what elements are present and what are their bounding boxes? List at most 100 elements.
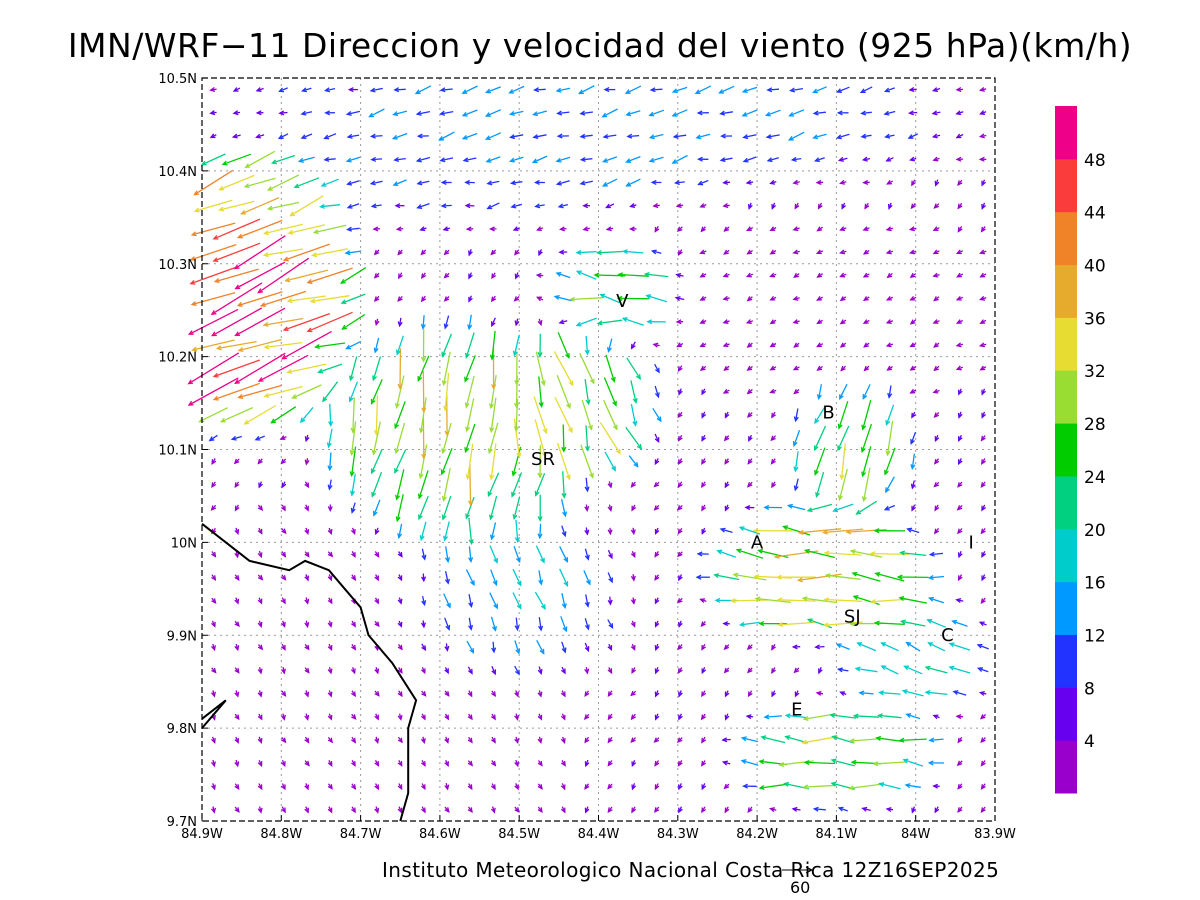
wind-vector-shaft	[312, 248, 349, 257]
wind-vector-head	[563, 557, 568, 563]
wind-vector-head	[444, 784, 450, 791]
wind-vector-head	[630, 621, 636, 628]
wind-vector-head	[234, 807, 240, 813]
wind-vector-head	[909, 388, 916, 394]
wind-vector-shaft	[652, 407, 662, 422]
wind-vector-shaft	[906, 713, 921, 720]
wind-vector-head	[924, 689, 931, 696]
wind-vector-head	[885, 806, 892, 813]
wind-vector-shaft	[351, 502, 356, 513]
wind-vector-shaft	[859, 692, 874, 695]
wind-vector-head	[630, 645, 636, 651]
wind-vector-shaft	[490, 522, 497, 540]
wind-vector-head	[714, 597, 721, 603]
wind-vector-shaft	[561, 525, 566, 537]
wind-vector-head	[792, 226, 799, 232]
wind-vector-shaft	[557, 111, 570, 115]
wind-vector-head	[676, 737, 683, 743]
wind-vector-shaft	[649, 109, 665, 117]
wind-vector-head	[955, 597, 962, 604]
wind-vector-head	[281, 575, 287, 581]
wind-vector-shaft	[261, 290, 307, 307]
wind-vector-head	[351, 644, 357, 651]
wind-vector-shaft	[465, 496, 475, 519]
wind-vector-head	[210, 761, 216, 768]
wind-vector-head	[327, 575, 333, 582]
wind-vector-shaft	[244, 177, 276, 188]
wind-vector-head	[788, 111, 795, 117]
wind-vector-head	[534, 179, 540, 185]
wind-vector-head	[218, 185, 225, 191]
wind-vector-shaft	[623, 250, 644, 254]
wind-vector-head	[979, 319, 986, 325]
wind-vector-head	[493, 557, 498, 564]
wind-vector-head	[677, 644, 683, 651]
wind-vector-head	[440, 179, 447, 185]
wind-vector-head	[230, 435, 237, 441]
wind-vector-head	[286, 369, 293, 375]
wind-vector-head	[607, 760, 613, 767]
wind-vector-head	[234, 482, 240, 489]
color-bar-label: 48	[1084, 151, 1106, 171]
wind-vector-head	[344, 250, 351, 256]
wind-vector-head	[540, 557, 545, 564]
wind-vector-head	[746, 249, 753, 255]
wind-vector-shaft	[861, 111, 872, 115]
wind-vector-shaft	[189, 308, 239, 335]
wind-vector-head	[468, 602, 474, 609]
wind-vector-head	[489, 474, 495, 481]
wind-vector-head	[211, 331, 217, 337]
wind-vector-head	[532, 134, 539, 140]
wind-vector-head	[955, 156, 962, 162]
wind-vector-head	[957, 807, 963, 813]
wind-vector-head	[327, 784, 333, 790]
wind-vector-head	[862, 319, 869, 324]
wind-vector-head	[815, 690, 822, 696]
wind-vector-head	[933, 342, 939, 348]
wind-vector-head	[753, 574, 760, 580]
wind-vector-head	[351, 737, 356, 744]
wind-vector-head	[724, 412, 730, 419]
wind-vector-shaft	[487, 472, 500, 497]
wind-vector-head	[654, 691, 660, 698]
x-tick-label: 84.1W	[815, 827, 857, 842]
wind-vector-head	[468, 624, 474, 631]
wind-vector-head	[420, 356, 427, 363]
wind-vector-head	[304, 482, 310, 489]
wind-vector-shaft	[264, 385, 303, 398]
wind-vector-head	[464, 447, 470, 454]
wind-vector-head	[579, 110, 586, 116]
wind-vector-shaft	[322, 381, 339, 402]
wind-vector-shaft	[468, 517, 473, 544]
wind-vector-head	[933, 296, 939, 302]
wind-vector-head	[747, 458, 753, 465]
wind-vector-head	[599, 293, 606, 299]
wind-vector-head	[815, 179, 822, 186]
place-label: SJ	[844, 607, 861, 628]
wind-vector-shaft	[790, 87, 804, 92]
wind-vector-head	[262, 252, 269, 258]
wind-vector-shaft	[824, 621, 863, 626]
wind-vector-head	[374, 691, 380, 697]
wind-vector-shaft	[557, 332, 570, 358]
wind-vector-head	[489, 226, 495, 232]
wind-vector-head	[327, 506, 333, 512]
wind-vector-head	[908, 87, 915, 93]
wind-vector-shaft	[217, 340, 257, 350]
wind-vector-head	[234, 737, 239, 744]
wind-vector-head	[444, 738, 450, 744]
wind-vector-head	[701, 668, 707, 675]
wind-vector-head	[589, 378, 595, 385]
wind-vector-head	[575, 270, 582, 276]
wind-vector-head	[885, 487, 890, 494]
wind-vector-head	[607, 482, 613, 489]
wind-vector-shaft	[539, 523, 542, 538]
wind-vector-head	[491, 647, 497, 654]
wind-vector-head	[622, 249, 628, 255]
wind-vector-head	[584, 624, 590, 631]
wind-vector-head	[537, 533, 543, 540]
wind-vector-shaft	[347, 156, 361, 162]
wind-vector-head	[883, 110, 890, 116]
wind-vector-head	[348, 396, 354, 403]
wind-vector-shaft	[393, 179, 407, 186]
